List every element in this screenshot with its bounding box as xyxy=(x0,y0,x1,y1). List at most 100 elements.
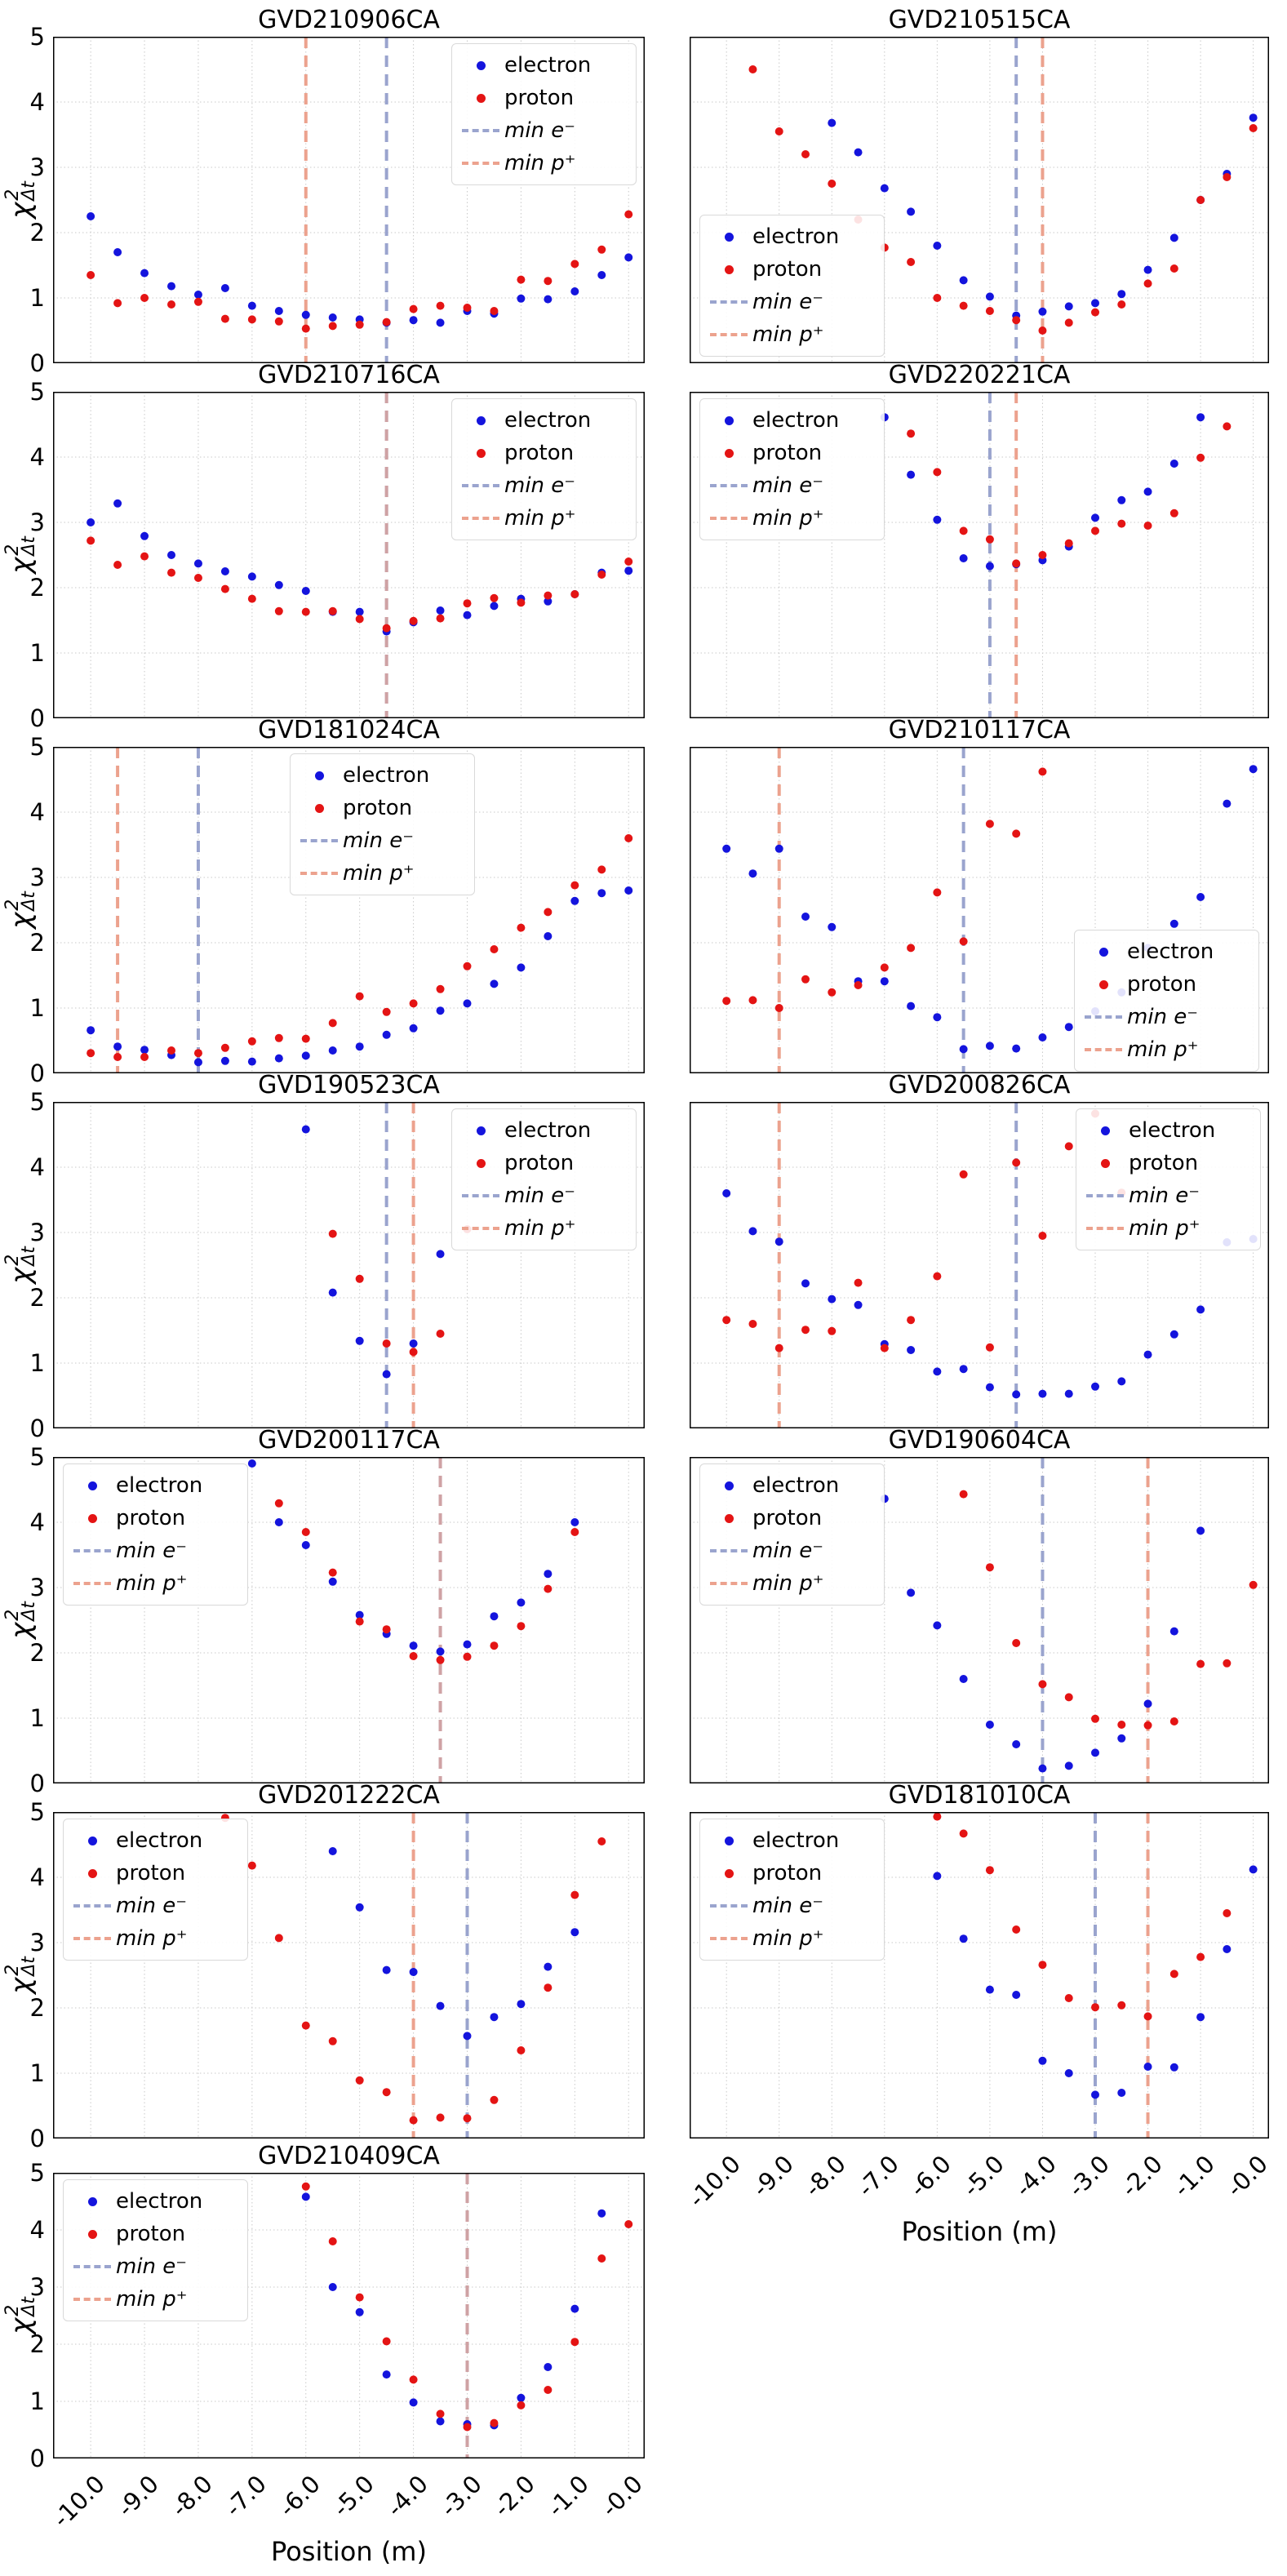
x-axis-label: Position (m) xyxy=(901,2216,1058,2247)
legend-item-electron: electron xyxy=(295,759,463,792)
proton-point xyxy=(880,963,889,972)
legend-item-min-p: min p⁺ xyxy=(705,1922,872,1955)
proton-point xyxy=(1038,551,1047,559)
x-tick-label: -6.0 xyxy=(904,2150,957,2203)
proton-point xyxy=(409,304,418,313)
legend-label-electron: electron xyxy=(504,408,592,433)
proton-point xyxy=(328,606,337,615)
legend-item-min-p: min p⁺ xyxy=(705,1567,872,1600)
electron-point xyxy=(113,1042,122,1051)
legend-label-electron: electron xyxy=(752,224,840,249)
legend-label-proton: proton xyxy=(504,86,575,110)
proton-points xyxy=(87,210,633,333)
min-e-line-icon xyxy=(710,1549,748,1552)
electron-point xyxy=(1117,495,1126,504)
electron-point xyxy=(1117,1734,1126,1743)
proton-point xyxy=(544,591,553,600)
electron-point xyxy=(1012,1044,1021,1053)
y-tick-label: 3 xyxy=(29,1929,45,1956)
proton-point xyxy=(247,315,256,324)
electron-point xyxy=(959,1365,968,1374)
electron-point xyxy=(436,1647,445,1656)
legend-item-min-e: min e⁻ xyxy=(69,1534,236,1567)
legend-item-electron: electron xyxy=(69,2185,236,2218)
y-tick-label: 4 xyxy=(29,1153,45,1181)
electron-point xyxy=(907,207,916,216)
proton-point xyxy=(1249,1580,1258,1589)
electron-point xyxy=(985,1985,994,1994)
y-tick-label: 2 xyxy=(29,1994,45,2022)
electron-point xyxy=(570,287,579,295)
y-tick-label: 5 xyxy=(29,733,45,761)
electron-point xyxy=(140,269,149,278)
legend-item-min-p: min p⁺ xyxy=(457,502,624,535)
proton-point xyxy=(463,2114,472,2123)
legend-label-proton: proton xyxy=(116,1506,186,1530)
electron-point xyxy=(274,580,283,589)
min-p-line-icon xyxy=(1086,1227,1124,1230)
proton-point xyxy=(409,2116,418,2125)
electron-point xyxy=(436,1006,445,1015)
electron-point xyxy=(355,607,364,616)
electron-point xyxy=(1249,113,1258,122)
proton-point xyxy=(985,1563,994,1572)
electron-point xyxy=(1143,265,1152,274)
electron-points xyxy=(87,886,633,1067)
x-tick-label: -0.0 xyxy=(1220,2150,1273,2203)
legend-item-min-p: min p⁺ xyxy=(295,857,463,890)
plot-frame xyxy=(53,747,645,1073)
legend-label-min-e: min e⁻ xyxy=(504,118,576,143)
y-tick-label: 5 xyxy=(29,23,45,51)
proton-point xyxy=(463,1652,472,1661)
legend: electron proton min e⁻ min p⁺ xyxy=(1076,1108,1261,1250)
legend-item-proton: proton xyxy=(295,792,463,824)
y-tick-label: 3 xyxy=(29,1574,45,1601)
legend: electron proton min e⁻ min p⁺ xyxy=(451,43,637,185)
min-e-line-icon xyxy=(73,1904,111,1908)
proton-point xyxy=(193,1049,202,1058)
proton-point xyxy=(490,2095,499,2104)
y-axis-label: χ 2 Δt xyxy=(2,536,39,574)
min-e-line-icon xyxy=(73,2265,111,2268)
electron-point xyxy=(907,1002,916,1010)
proton-point xyxy=(355,320,364,329)
proton-point xyxy=(1012,1639,1021,1647)
electron-point xyxy=(167,551,175,559)
min-p-line-icon xyxy=(710,1582,748,1585)
proton-point xyxy=(985,535,994,544)
proton-point xyxy=(328,1568,337,1577)
ylabel-sub: Δt xyxy=(18,1601,39,1621)
y-tick-label: 5 xyxy=(29,1443,45,1471)
legend-label-min-e: min e⁻ xyxy=(116,2254,188,2279)
electron-point xyxy=(463,999,472,1008)
y-tick-label: 4 xyxy=(29,2216,45,2244)
proton-point xyxy=(933,1272,942,1281)
plot-frame xyxy=(690,37,1269,363)
electron-point xyxy=(436,1250,445,1259)
y-tick-label: 5 xyxy=(29,1798,45,1826)
electron-point xyxy=(774,1237,783,1246)
electron-point xyxy=(597,271,606,279)
proton-point xyxy=(1196,1952,1205,1961)
proton-point xyxy=(301,2182,310,2191)
proton-point xyxy=(1196,1659,1205,1668)
legend-label-min-p: min p⁺ xyxy=(752,506,824,531)
electron-marker-icon xyxy=(87,1481,97,1490)
electron-point xyxy=(1169,1627,1178,1636)
proton-point xyxy=(597,2254,606,2263)
legend-item-min-p: min p⁺ xyxy=(1081,1212,1249,1245)
electron-marker-icon xyxy=(724,415,734,425)
electron-point xyxy=(328,1288,337,1297)
electron-point xyxy=(1169,2063,1178,2072)
legend-item-min-e: min e⁻ xyxy=(69,1890,236,1922)
electron-point xyxy=(933,515,942,524)
proton-point xyxy=(274,1934,283,1943)
chi-symbol: χ xyxy=(4,557,38,574)
subplot-title: GVD210409CA xyxy=(258,2142,440,2170)
subplot-title: GVD181024CA xyxy=(258,716,440,744)
proton-point xyxy=(382,1339,391,1348)
electron-point xyxy=(517,963,526,972)
min-p-line-icon xyxy=(300,872,338,875)
electron-point xyxy=(722,844,731,853)
electron-point xyxy=(959,1045,968,1054)
